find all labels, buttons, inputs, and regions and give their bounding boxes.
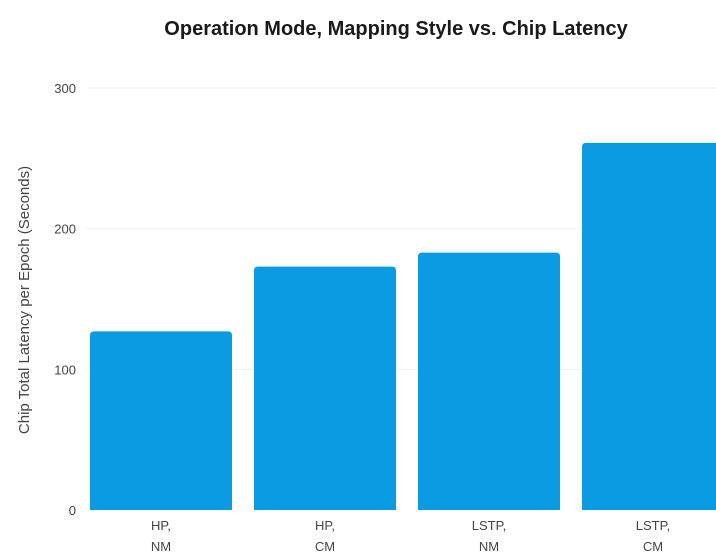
x-tick-label: NM: [151, 539, 171, 554]
x-tick-label: LSTP,: [636, 518, 670, 533]
chart-title: Operation Mode, Mapping Style vs. Chip L…: [164, 18, 628, 40]
y-axis-label: Chip Total Latency per Epoch (Seconds): [16, 166, 33, 434]
x-tick-label: HP,: [151, 518, 171, 533]
y-tick-label: 300: [54, 81, 76, 96]
x-tick-label: LSTP,: [472, 518, 506, 533]
x-tick-label: CM: [315, 539, 335, 554]
bar-1: [254, 267, 396, 510]
x-tick-labels: HP, NM HP, CM LSTP, NM LSTP, CM: [151, 518, 670, 554]
y-tick-labels: 0 100 200 300: [54, 81, 76, 518]
x-tick-label: CM: [643, 539, 663, 554]
bar-0: [90, 331, 232, 510]
x-tick-label: HP,: [315, 518, 335, 533]
y-tick-label: 0: [69, 503, 76, 518]
y-tick-label: 200: [54, 222, 76, 237]
bars: [90, 143, 716, 510]
bar-2: [418, 253, 560, 510]
bar-3: [582, 143, 716, 510]
y-tick-label: 100: [54, 362, 76, 377]
x-tick-label: NM: [479, 539, 499, 554]
